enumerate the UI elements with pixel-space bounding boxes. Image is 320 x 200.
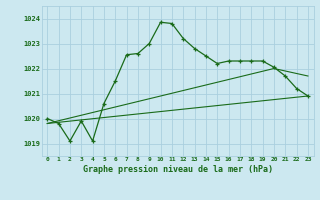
- X-axis label: Graphe pression niveau de la mer (hPa): Graphe pression niveau de la mer (hPa): [83, 165, 273, 174]
